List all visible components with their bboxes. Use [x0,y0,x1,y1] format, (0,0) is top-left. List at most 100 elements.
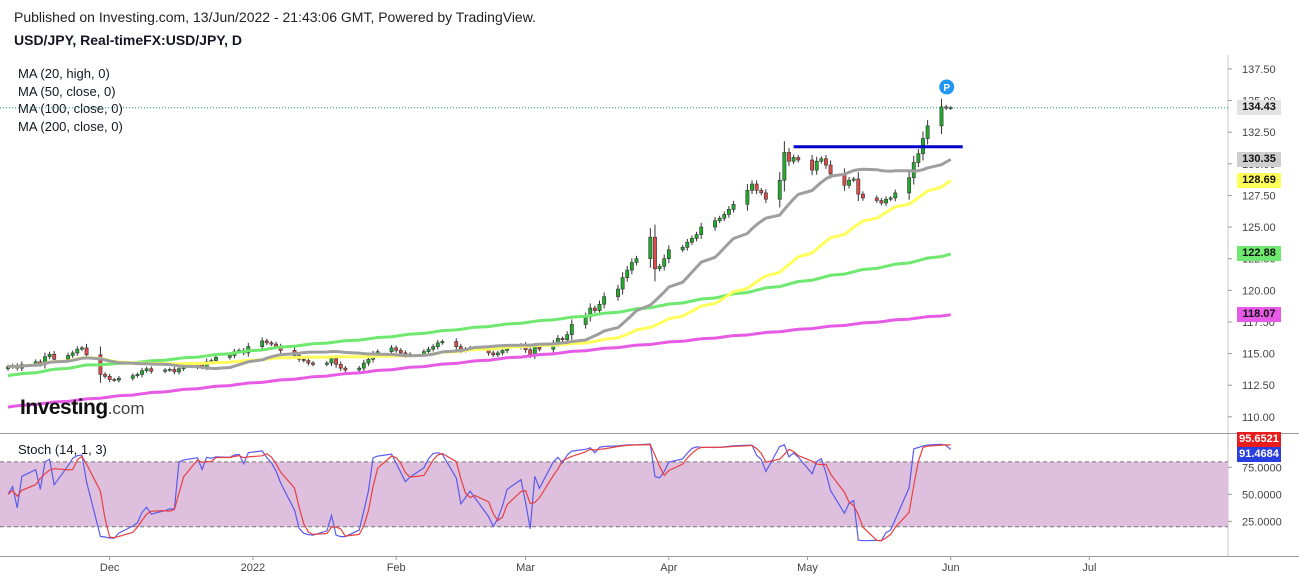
candle-body[interactable] [311,362,315,365]
candle-body[interactable] [167,369,172,371]
candle-body[interactable] [394,347,399,351]
candle-body[interactable] [810,159,815,171]
candle-body[interactable] [814,160,819,171]
candle-body[interactable] [177,368,181,373]
candle-body[interactable] [565,334,570,340]
candle-body[interactable] [907,177,912,194]
candle-body[interactable] [583,316,588,325]
candle-body[interactable] [690,238,694,243]
candle-body[interactable] [616,288,620,297]
candle-body[interactable] [70,352,75,356]
candle-body[interactable] [426,348,431,352]
candle-body[interactable] [135,374,140,377]
candle-body[interactable] [861,193,865,199]
candle-body[interactable] [657,265,662,270]
candle-body[interactable] [338,364,343,369]
candle-body[interactable] [851,178,856,181]
candle-body[interactable] [214,357,218,361]
candle-body[interactable] [685,241,690,248]
candle-body[interactable] [343,367,348,371]
ma100-line[interactable] [7,252,952,378]
candle-body[interactable] [103,374,107,377]
candle-body[interactable] [629,262,634,271]
candle-body[interactable] [648,236,653,259]
candle-body[interactable] [149,368,154,372]
candle-body[interactable] [306,360,311,364]
candle-body[interactable] [560,338,565,340]
stoch-d-line[interactable] [7,443,951,542]
candle-body[interactable] [713,220,717,228]
candle-body[interactable] [491,352,496,356]
candle-body[interactable] [84,347,89,356]
legend-ma20[interactable]: MA (20, high, 0) [18,66,110,81]
candle-body[interactable] [227,355,232,358]
candle-body[interactable] [495,352,500,356]
candle-body[interactable] [653,236,657,270]
candle-body[interactable] [717,217,722,222]
candle-body[interactable] [948,107,953,110]
candle-body[interactable] [888,197,893,200]
candle-body[interactable] [47,353,52,358]
candle-body[interactable] [939,106,944,127]
candle-body[interactable] [440,341,445,344]
candle-body[interactable] [269,342,274,345]
candle-body[interactable] [398,350,403,354]
candle-body[interactable] [722,214,727,219]
candle-body[interactable] [112,379,117,381]
candle-body[interactable] [361,362,366,369]
legend-ma50[interactable]: MA (50, close, 0) [18,83,116,99]
ma20-line[interactable] [7,158,952,370]
candle-body[interactable] [537,346,542,350]
candle-body[interactable] [750,183,754,191]
candle-body[interactable] [500,350,505,354]
candle-body[interactable] [856,178,861,195]
candle-body[interactable] [597,303,602,311]
stoch-k-line[interactable] [7,443,952,542]
candle-body[interactable] [759,190,764,194]
candle-body[interactable] [334,358,339,365]
candle-body[interactable] [357,367,362,371]
candle-body[interactable] [75,348,80,354]
legend-ma100[interactable]: MA (100, close, 0) [18,101,123,116]
candle-body[interactable] [694,234,699,239]
candle-body[interactable] [324,362,329,365]
candle-body[interactable] [925,125,930,139]
candle-body[interactable] [260,340,265,347]
candle-body[interactable] [52,353,57,360]
candle-body[interactable] [782,152,787,181]
candle-body[interactable] [435,342,440,347]
candle-body[interactable] [172,369,177,373]
candle-body[interactable] [726,209,731,215]
candle-body[interactable] [666,249,671,259]
candle-body[interactable] [431,346,436,350]
stoch-label[interactable]: Stoch (14, 1, 3) [18,442,107,457]
candle-body[interactable] [796,157,801,161]
candle-body[interactable] [163,369,168,372]
candle-body[interactable] [699,226,704,235]
candle-body[interactable] [791,157,796,162]
candle-body[interactable] [754,183,759,191]
candle-body[interactable] [528,349,533,356]
candle-body[interactable] [66,355,70,360]
candle-body[interactable] [107,376,112,380]
legend-ma200[interactable]: MA (200, close, 0) [18,118,123,134]
candle-body[interactable] [389,347,394,352]
candle-body[interactable] [879,200,884,204]
candle-body[interactable] [745,190,750,205]
candle-body[interactable] [602,296,607,305]
candle-body[interactable] [916,153,921,163]
candle-body[interactable] [620,277,625,290]
candle-body[interactable] [874,197,879,201]
candle-body[interactable] [454,341,459,347]
candle-body[interactable] [828,164,833,175]
candle-body[interactable] [130,375,135,379]
candle-body[interactable] [884,198,888,204]
candle-body[interactable] [144,368,149,371]
candle-body[interactable] [264,340,269,344]
candle-body[interactable] [80,347,84,350]
candle-body[interactable] [592,307,597,311]
candle-body[interactable] [140,370,144,375]
candle-body[interactable] [301,358,306,361]
candle-body[interactable] [819,158,824,162]
candle-body[interactable] [944,106,949,109]
